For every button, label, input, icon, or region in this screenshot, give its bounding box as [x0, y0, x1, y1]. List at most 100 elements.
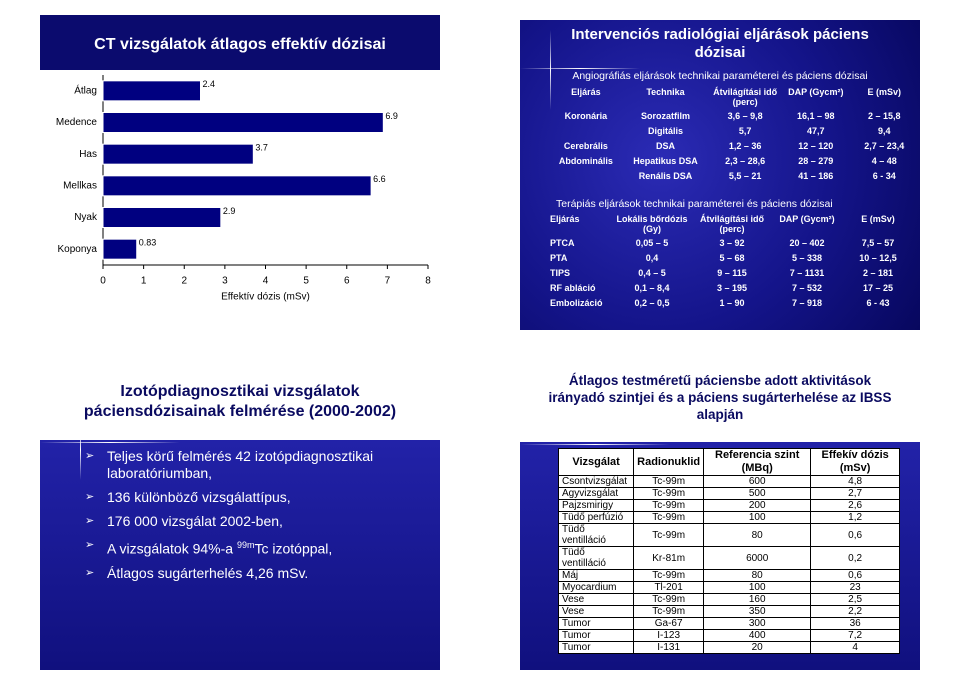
table-cell: 1 – 90	[719, 297, 745, 308]
table-cell: Myocardium	[557, 581, 635, 594]
table-cell: 4 – 48	[871, 155, 897, 166]
table-cell: 100	[703, 511, 812, 524]
header-cell: Eljárás	[550, 214, 580, 224]
table-row: PTCA 0,05 – 5 3 – 92 20 – 402 7,5 – 57	[548, 235, 916, 250]
table-cell: Tc-99m	[633, 569, 705, 582]
bullet: A vizsgálatok 94%-a 99mTc izotóppal,	[85, 537, 420, 558]
table-cell: 2,7 – 23,4	[864, 140, 905, 151]
bullet-text: A vizsgálatok 94%-a	[107, 540, 234, 557]
value-label: 2.4	[203, 79, 216, 89]
table-cell	[548, 168, 624, 183]
decoration	[40, 442, 180, 443]
header-cell: Radionuklid	[633, 448, 705, 476]
table-cell: Agyvizsgálat	[557, 487, 635, 500]
header-row: Eljárás Lokális bőrdózis (Gy) Átvilágítási…	[548, 213, 916, 235]
table-row: Renális DSA 5,5 – 21 41 – 186 6 - 34	[548, 168, 920, 183]
table-cell: 3 – 92	[719, 237, 745, 248]
table-cell: Sorozatfilm	[641, 110, 691, 121]
table-cell: 4,8	[810, 475, 900, 488]
table-cell: Tc-99m	[633, 475, 705, 488]
table-cell: Hepatikus DSA	[633, 155, 698, 166]
table-cell: Tumor	[557, 641, 635, 654]
table-cell: 3 – 195	[716, 282, 748, 293]
table-cell: Tc-99m	[633, 523, 705, 547]
header-cell: Effekív dózis (mSv)	[810, 448, 900, 476]
table-cell: 7,5 – 57	[861, 237, 895, 248]
table-cell: Tüdő perfúzió	[557, 511, 635, 524]
table-cell: 9 – 115	[717, 267, 747, 278]
table-cell: 0,6	[810, 569, 900, 582]
table-cell: 23	[810, 581, 900, 594]
table-cell: TIPS	[550, 267, 571, 278]
table-cell: PTCA	[550, 237, 575, 248]
table-cell: 300	[703, 617, 812, 630]
table-cell: 5 – 338	[791, 252, 823, 263]
table-cell: Digitális	[648, 125, 684, 136]
table-cell: Koronária	[564, 110, 608, 121]
table-cell: 100	[703, 581, 812, 594]
section-title: Terápiás eljárások technikai paraméterei…	[556, 198, 833, 210]
interventional-slide: Intervenciós radiológiai eljárások pácie…	[520, 20, 920, 330]
table-cell: Pajzsmirigy	[557, 499, 635, 512]
table-row: Tumor I-123 400 7,2	[557, 629, 900, 642]
table-row: Cerebrális DSA 1,2 – 36 12 – 120 2,7 – 23,4	[548, 138, 920, 153]
table-cell: 0,6	[810, 523, 900, 547]
y-tick-label: Mellkas	[63, 180, 97, 191]
table-cell: 350	[703, 605, 812, 618]
table-cell: Renális DSA	[638, 170, 693, 181]
value-label: 3.7	[255, 143, 268, 153]
table-cell: 17 – 25	[862, 282, 894, 293]
title-band	[40, 15, 440, 70]
table-row: Vese Tc-99m 160 2,5	[557, 593, 900, 606]
x-tick-label: 5	[303, 276, 309, 287]
decoration	[520, 444, 670, 445]
table-cell: 2,7	[810, 487, 900, 500]
table-cell: 16,1 – 98	[797, 110, 835, 121]
table-cell: 47,7	[807, 125, 825, 136]
bar	[102, 238, 138, 260]
table-row: Tüdő perfúzió Tc-99m 100 1,2	[557, 511, 900, 524]
table-cell: 1,2	[810, 511, 900, 524]
table-cell: 28 – 279	[798, 155, 834, 166]
table-cell: 7 – 918	[791, 297, 823, 308]
table-cell: 500	[703, 487, 812, 500]
table-row: Digitális 5,7 47,7 9,4	[548, 123, 920, 138]
table-cell: 2,3 – 28,6	[725, 155, 766, 166]
table-row: Máj Tc-99m 80 0,6	[557, 569, 900, 582]
table-row: Pajzsmirigy Tc-99m 200 2,6	[557, 499, 900, 512]
table-cell: 160	[703, 593, 812, 606]
table-cell: 0,4 – 5	[638, 267, 666, 278]
bar	[102, 80, 201, 102]
x-tick-label: 1	[141, 276, 147, 287]
table-cell: 2,6	[810, 499, 900, 512]
table-cell: Tc-99m	[633, 605, 705, 618]
table-cell: Abdominális	[558, 155, 613, 166]
table-row: Csontvizsgálat Tc-99m 600 4,8	[557, 475, 900, 488]
slide-title: Átlagos testméretű páciensbe adott aktiv…	[548, 373, 892, 422]
table-row: Tüdő ventilláció Kr-81m 6000 0,2	[557, 546, 900, 570]
table-cell: Tumor	[557, 629, 635, 642]
table-cell: 0,2	[810, 546, 900, 570]
header-cell: Technika	[646, 87, 685, 97]
reference-slide: Átlagos testméretű páciensbe adott aktiv…	[520, 360, 920, 670]
chart: CT vizsgálatok átlagos effektív dózisai …	[40, 15, 440, 330]
header-cell: Vizsgálat	[557, 448, 635, 476]
header-cell: Átvilágítási idő (perc)	[713, 87, 778, 107]
table-cell: Máj	[557, 569, 635, 582]
table-row: Tumor Ga-67 300 36	[557, 617, 900, 630]
bullet: 136 különböző vizsgálattípus,	[85, 489, 420, 506]
table-cell: 400	[703, 629, 812, 642]
superscript: 99m	[236, 540, 255, 550]
table-cell: Ga-67	[633, 617, 705, 630]
table-cell: DSA	[656, 140, 676, 151]
table-cell: 5,5 – 21	[728, 170, 762, 181]
bar	[102, 207, 222, 228]
table-cell: Tumor	[557, 617, 635, 630]
header-cell: Referencia szint (MBq)	[703, 448, 812, 476]
table-cell: 1,2 – 36	[728, 140, 762, 151]
table-cell: I-123	[633, 629, 705, 642]
bullet: 176 000 vizsgálat 2002-ben,	[85, 513, 420, 530]
x-tick-label: 6	[344, 276, 350, 287]
table-cell: 200	[703, 499, 812, 512]
